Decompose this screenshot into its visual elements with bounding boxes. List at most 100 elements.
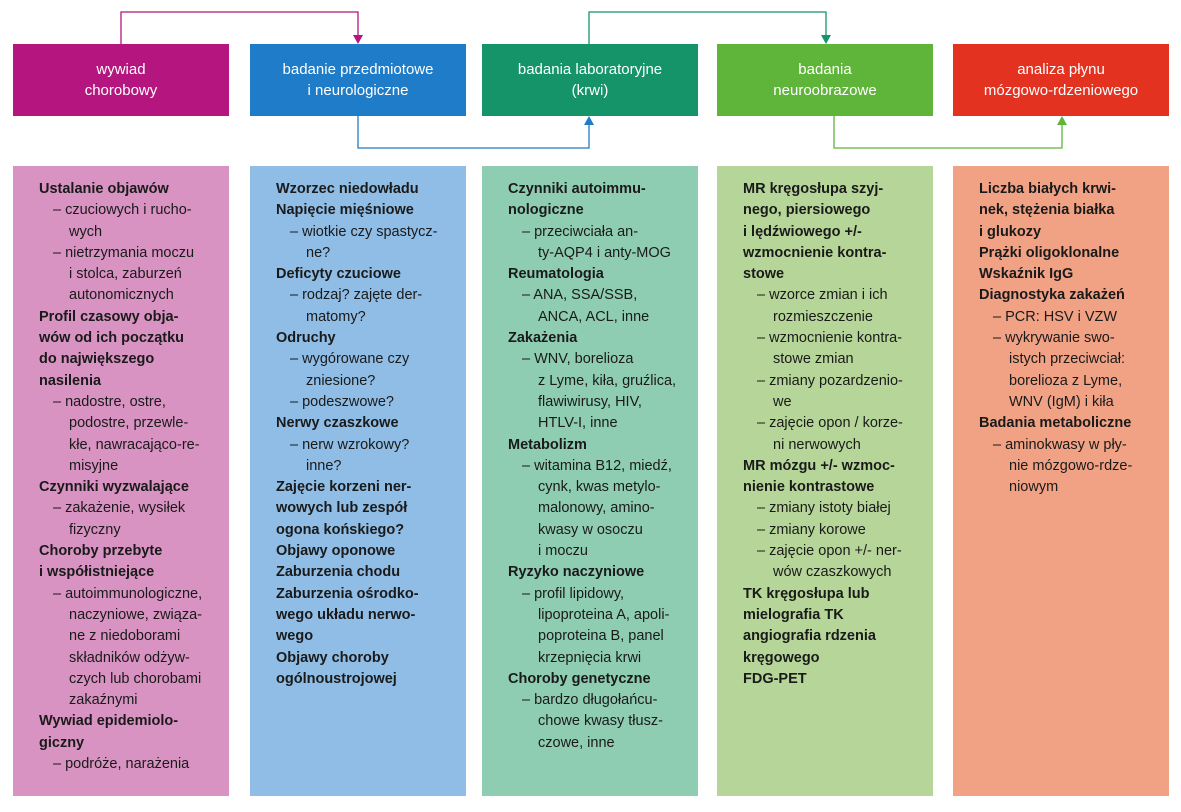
body-badanie: Wzorzec niedowładu Napięcie mięśniowe – wi…	[250, 166, 466, 796]
list-item: – zajęcie opon / korze-	[757, 415, 903, 432]
section-heading: Prążki oligoklonalne	[979, 244, 1120, 261]
section-heading: Odruchy	[276, 330, 336, 347]
section-heading: Wywiad epidemiolo-	[39, 713, 179, 730]
list-item: zniesione?	[306, 372, 376, 389]
list-item: – zmiany istoty białej	[757, 500, 891, 517]
header-line: neuroobrazowe	[773, 82, 877, 99]
list-item: – profil lipidowy,	[522, 585, 625, 602]
header-line: analiza płynu	[1017, 61, 1105, 78]
section-heading: Profil czasowy obja-	[39, 308, 179, 325]
section-heading: nek, stężenia białka	[979, 202, 1115, 219]
list-item: – podeszwowe?	[290, 393, 394, 410]
section-heading: giczny	[39, 734, 85, 751]
section-heading: Ustalanie objawów	[39, 181, 169, 197]
list-item: – wzorce zmian i ich	[757, 287, 888, 304]
section-heading: nego, piersiowego	[743, 202, 871, 219]
list-item: składników odżyw-	[69, 649, 190, 666]
arrowhead-icon	[1057, 116, 1067, 125]
list-item: HTLV-I, inne	[538, 415, 618, 432]
body-neuroobrazowe: MR kręgosłupa szyj-nego, piersiowego i lę…	[717, 166, 933, 796]
section-heading: wego układu nerwo-	[276, 606, 416, 623]
header-line: (krwi)	[571, 82, 609, 99]
list-item: rozmieszczenie	[773, 308, 873, 325]
section-heading: Czynniki wyzwalające	[39, 479, 189, 496]
list-item: niowym	[1009, 479, 1059, 496]
list-item: – zajęcie opon +/- ner-	[757, 543, 902, 560]
list-item: i stolca, zaburzeń	[69, 266, 182, 283]
list-item: – PCR: HSV i VZW	[993, 308, 1118, 325]
list-item: kwasy w osoczu	[538, 521, 643, 538]
section-heading: Zajęcie korzeni ner-	[276, 479, 412, 496]
section-heading: Liczba białych krwi-	[979, 181, 1116, 197]
section-heading: i lędźwiowego +/-	[743, 223, 862, 240]
section-heading: stowe	[743, 266, 785, 283]
section-heading: TK kręgosłupa lub	[743, 585, 870, 602]
list-item: – nadostre, ostre,	[53, 393, 166, 410]
section-heading: MR kręgosłupa szyj-	[743, 181, 884, 197]
section-heading: do największego	[39, 351, 155, 368]
body-laboratoryjne: Czynniki autoimmu-nologiczne – przeciwcia…	[482, 166, 698, 796]
list-item: – wzmocnienie kontra-	[757, 330, 903, 347]
list-item: borelioza z Lyme,	[1009, 372, 1123, 389]
arrowhead-icon	[353, 35, 363, 44]
list-item: – bardzo długołańcu-	[522, 692, 658, 709]
section-heading: Nerwy czaszkowe	[276, 415, 399, 432]
list-item: – autoimmunologiczne,	[53, 585, 203, 602]
body-analiza: Liczba białych krwi-nek, stężenia białka…	[953, 166, 1169, 796]
list-item: – wygórowane czy	[290, 351, 410, 368]
list-item: WNV (IgM) i kiła	[1009, 393, 1114, 410]
section-heading: MR mózgu +/- wzmoc-	[743, 457, 895, 474]
section-heading: Objawy choroby	[276, 649, 389, 666]
list-item: poproteina B, panel	[538, 628, 664, 645]
section-heading: Choroby genetyczne	[508, 670, 651, 687]
list-item: flawiwirusy, HIV,	[538, 393, 642, 410]
list-item: cynk, kwas metylo-	[538, 479, 661, 496]
list-item: – ANA, SSA/SSB,	[522, 287, 638, 304]
list-item: lipoproteina A, apoli-	[538, 606, 670, 623]
arrow-wywiad-to-badanie	[120, 11, 359, 44]
arrowhead-icon	[821, 35, 831, 44]
header-wywiad: wywiad chorobowy	[13, 44, 229, 116]
list-item: ANCA, ACL, inne	[538, 308, 650, 325]
header-line: badanie przedmiotowe	[282, 61, 434, 78]
section-heading: nologiczne	[508, 202, 584, 219]
section-heading: wego	[276, 628, 314, 645]
section-heading: Badania metaboliczne	[979, 415, 1132, 432]
arrow-badanie-to-laboratoryjne	[357, 116, 590, 149]
section-heading: Zaburzenia ośrodko-	[276, 585, 419, 602]
list-item: z Lyme, kiła, gruźlica,	[538, 372, 677, 389]
list-item: – zmiany pozardzenio-	[757, 372, 903, 389]
section-heading: wowych lub zespół	[276, 500, 408, 517]
header-line: badania	[798, 61, 852, 78]
list-item: autonomicznych	[69, 287, 174, 304]
section-heading: Objawy oponowe	[276, 543, 396, 560]
list-item: – czuciowych i rucho-	[53, 202, 192, 219]
section-heading: FDG-PET	[743, 670, 807, 687]
arrowhead-icon	[584, 116, 594, 125]
section-heading: Zaburzenia chodu	[276, 564, 401, 581]
section-heading: ogólnoustrojowej	[276, 670, 397, 687]
list-item: – zmiany korowe	[757, 521, 866, 538]
list-item: czowe, inne	[538, 734, 615, 751]
section-heading: ogona końskiego?	[276, 521, 405, 538]
body-wywiad: Ustalanie objawów – czuciowych i rucho-wy…	[13, 166, 229, 796]
list-item: – przeciwciała an-	[522, 223, 639, 240]
list-item: – nietrzymania moczu	[53, 244, 195, 261]
header-analiza: analiza płynu mózgowo-rdzeniowego	[953, 44, 1169, 116]
list-item: – witamina B12, miedź,	[522, 457, 672, 474]
list-item: ne z niedoborami	[69, 628, 181, 645]
section-heading: i glukozy	[979, 223, 1042, 240]
list-item: – wiotkie czy spastycz-	[290, 223, 438, 240]
header-line: wywiad	[96, 61, 146, 78]
list-item: ni nerwowych	[773, 436, 861, 453]
section-heading: nienie kontrastowe	[743, 479, 875, 496]
list-item: – nerw wzrokowy?	[290, 436, 410, 453]
list-item: fizyczny	[69, 521, 121, 538]
section-heading: i współistniejące	[39, 564, 155, 581]
list-item: nie mózgowo-rdze-	[1009, 457, 1133, 474]
list-item: chowe kwasy tłusz-	[538, 713, 663, 730]
list-item: czych lub chorobami	[69, 670, 202, 687]
list-item: – WNV, borelioza	[522, 351, 634, 368]
header-line: i neurologiczne	[307, 82, 409, 99]
